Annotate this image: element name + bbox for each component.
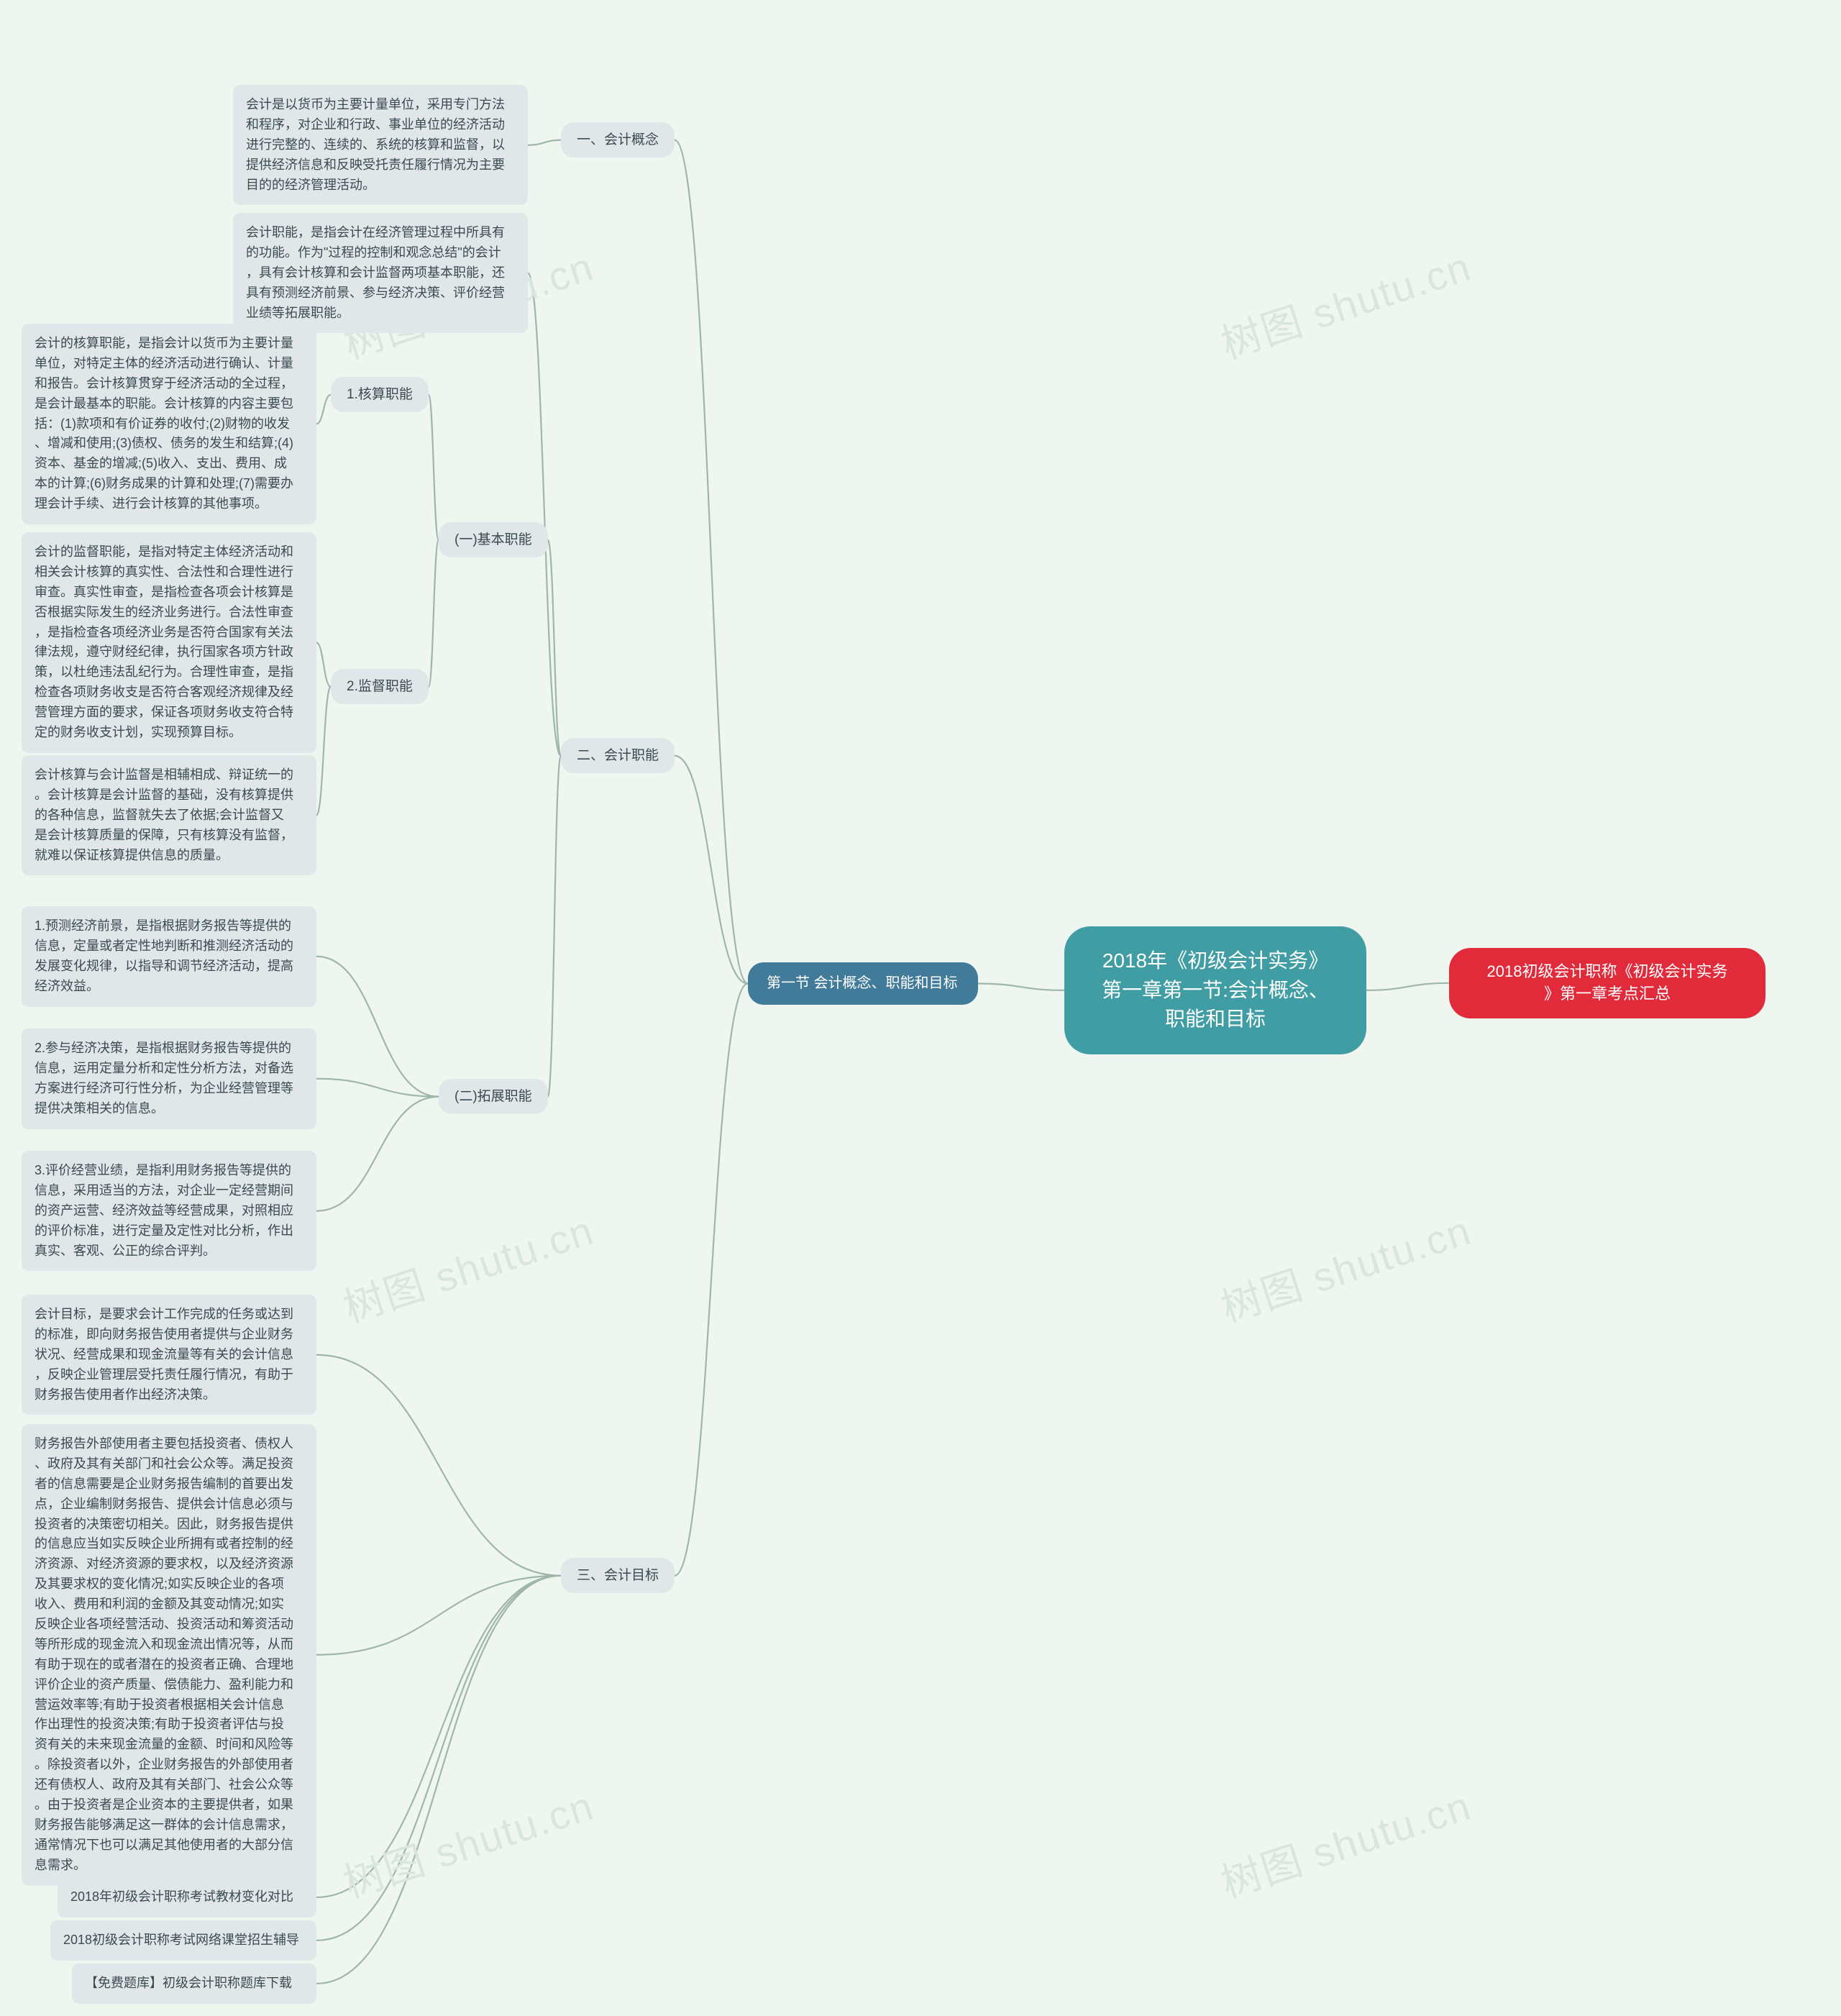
topic-concept: 一、会计概念 xyxy=(561,122,675,158)
sub-basic-functions: (一)基本职能 xyxy=(439,522,548,557)
topic-function: 二、会计职能 xyxy=(561,738,675,773)
leaf-node: 会计是以货币为主要计量单位，采用专门方法 和程序，对企业和行政、事业单位的经济活… xyxy=(233,85,528,205)
leaf-node: 会计核算与会计监督是相辅相成、辩证统一的 。会计核算是会计监督的基础，没有核算提… xyxy=(22,755,316,875)
leaf-node: 【免费题库】初级会计职称题库下载 xyxy=(72,1963,316,2004)
watermark: 树图 shutu.cn xyxy=(335,1774,600,1910)
watermark: 树图 shutu.cn xyxy=(1212,234,1478,370)
watermark: 树图 shutu.cn xyxy=(1212,1198,1478,1334)
leaf-node: 会计目标，是要求会计工作完成的任务或达到 的标准，即向财务报告使用者提供与企业财… xyxy=(22,1295,316,1415)
watermark: 树图 shutu.cn xyxy=(335,1198,600,1334)
leaf-node: 1.预测经济前景，是指根据财务报告等提供的 信息，定量或者定性地判断和推测经济活… xyxy=(22,906,316,1007)
watermark: 树图 shutu.cn xyxy=(1212,1774,1478,1910)
sub-expanded-functions: (二)拓展职能 xyxy=(439,1079,548,1114)
sub-supervision: 2.监督职能 xyxy=(331,669,429,704)
sub-accounting: 1.核算职能 xyxy=(331,377,429,412)
leaf-node: 会计的核算职能，是指会计以货币为主要计量 单位，对特定主体的经济活动进行确认、计… xyxy=(22,324,316,524)
leaf-node: 2018初级会计职称考试网络课堂招生辅导 xyxy=(50,1920,316,1961)
leaf-node: 2.参与经济决策，是指根据财务报告等提供的 信息，运用定量分析和定性分析方法，对… xyxy=(22,1028,316,1129)
topic-objective: 三、会计目标 xyxy=(561,1558,675,1593)
leaf-node: 会计的监督职能，是指对特定主体经济活动和 相关会计核算的真实性、合法性和合理性进… xyxy=(22,532,316,753)
related-topic-pill: 2018初级会计职称《初级会计实务 》第一章考点汇总 xyxy=(1449,948,1765,1018)
section-node: 第一节 会计概念、职能和目标 xyxy=(748,962,978,1005)
root-node: 2018年《初级会计实务》 第一章第一节:会计概念、 职能和目标 xyxy=(1064,926,1366,1054)
leaf-node: 2018年初级会计职称考试教材变化对比 xyxy=(58,1877,316,1917)
leaf-node: 3.评价经营业绩，是指利用财务报告等提供的 信息，采用适当的方法，对企业一定经营… xyxy=(22,1151,316,1271)
leaf-node: 财务报告外部使用者主要包括投资者、债权人 、政府及其有关部门和社会公众等。满足投… xyxy=(22,1424,316,1886)
leaf-node: 会计职能，是指会计在经济管理过程中所具有 的功能。作为"过程的控制和观念总结"的… xyxy=(233,213,528,333)
